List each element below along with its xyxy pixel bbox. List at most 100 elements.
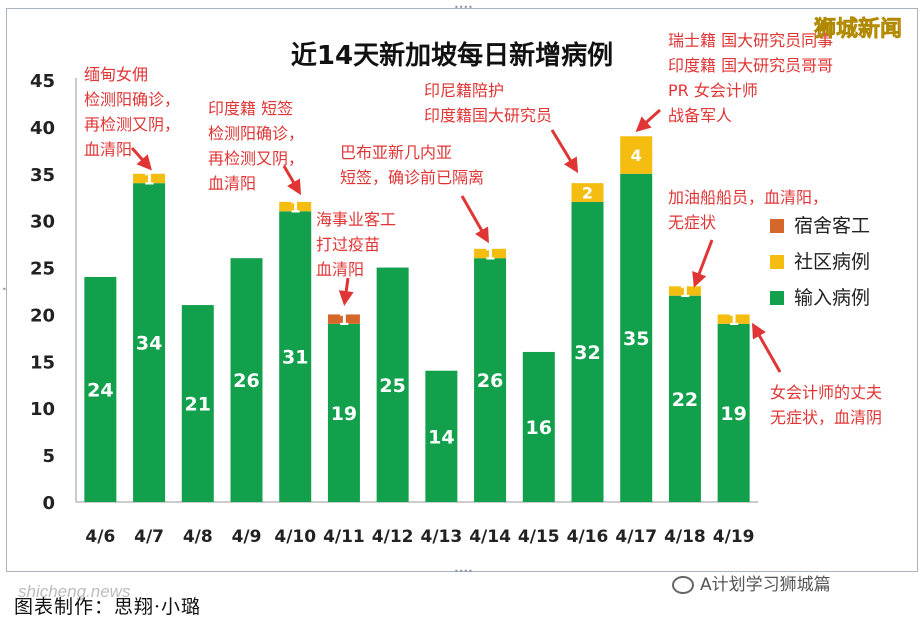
bar-segment bbox=[668, 286, 701, 296]
annotation-text: 血清阳 bbox=[84, 140, 132, 159]
bar-segment bbox=[133, 183, 166, 502]
bar-data-label: 32 bbox=[574, 342, 600, 364]
annotation-text: 再检测又阴， bbox=[84, 115, 180, 134]
bar-data-label: 16 bbox=[526, 417, 552, 439]
annotation-text: 战备军人 bbox=[668, 106, 732, 125]
annotation-text: 检测阳确诊， bbox=[208, 124, 304, 143]
bar-segment bbox=[474, 248, 507, 259]
bar-segment bbox=[230, 258, 263, 502]
y-tick-label: 0 bbox=[42, 493, 55, 514]
legend-label: 社区病例 bbox=[794, 251, 870, 273]
x-tick-label: 4/8 bbox=[183, 527, 213, 547]
annotation-text: 再检测又阴， bbox=[208, 149, 304, 168]
annotation-text: 缅甸女佣 bbox=[84, 65, 148, 84]
resize-handle-top[interactable]: •••• bbox=[454, 3, 473, 12]
annotation-text: 巴布亚新几内亚 bbox=[340, 143, 452, 162]
y-tick-label: 30 bbox=[30, 212, 55, 233]
annotation-text: 打过疫苗 bbox=[316, 235, 380, 254]
annotation-text: 女会计师的丈夫 bbox=[770, 383, 882, 402]
y-tick-label: 15 bbox=[30, 352, 55, 373]
y-tick-label: 45 bbox=[30, 71, 55, 92]
bar-data-label: 1 bbox=[728, 310, 739, 329]
legend-swatch bbox=[770, 291, 784, 305]
bar-data-label: 14 bbox=[428, 426, 454, 448]
bar-segment bbox=[571, 183, 604, 202]
bar-segment bbox=[279, 211, 312, 503]
x-tick-label: 4/16 bbox=[567, 527, 609, 547]
x-tick-label: 4/18 bbox=[664, 527, 706, 547]
legend-swatch bbox=[770, 255, 784, 269]
annotation-text: 血清阳 bbox=[316, 260, 364, 279]
annotation-arrow bbox=[752, 322, 782, 373]
resize-handle-left[interactable]: • bbox=[2, 285, 7, 294]
annotation-arrow bbox=[338, 277, 354, 306]
annotation-text: PR 女会计师 bbox=[668, 81, 758, 100]
bar-segment bbox=[522, 351, 555, 502]
annotation-text: 无症状 bbox=[668, 213, 716, 232]
bar-segment bbox=[327, 314, 360, 324]
annotation-text: 血清阳 bbox=[208, 174, 256, 193]
y-tick-label: 20 bbox=[30, 305, 55, 326]
annotation-text: 瑞士籍 国大研究员同事 bbox=[668, 31, 833, 50]
chart-frame bbox=[6, 8, 918, 572]
annotation-text: 短签，确诊前已隔离 bbox=[340, 168, 484, 187]
bar-segment bbox=[717, 314, 750, 324]
wechat-icon bbox=[672, 576, 694, 594]
bar-segment bbox=[84, 276, 117, 502]
bar-data-label: 1 bbox=[485, 244, 496, 263]
annotation-text: 印尼籍陪护 bbox=[424, 81, 504, 100]
bar-segment bbox=[571, 201, 604, 502]
annotation-arrow bbox=[130, 147, 152, 171]
watermark: shicheng.news bbox=[18, 582, 131, 601]
annotation-text: 无症状，血清阴 bbox=[770, 408, 882, 427]
x-tick-label: 4/10 bbox=[274, 527, 316, 547]
brand-logo-text: 狮城新闻 bbox=[814, 16, 902, 42]
annotation-text: 加油船船员，血清阳， bbox=[668, 188, 828, 207]
bar-data-label: 25 bbox=[379, 375, 405, 397]
annotation-arrow bbox=[692, 239, 714, 288]
x-tick-label: 4/7 bbox=[134, 527, 164, 547]
x-tick-label: 4/12 bbox=[372, 527, 414, 547]
y-tick-label: 10 bbox=[30, 399, 55, 420]
bar-data-label: 35 bbox=[623, 328, 649, 350]
bar-data-label: 19 bbox=[331, 403, 357, 425]
chart-credit: 图表制作：思翔·小璐 bbox=[14, 596, 202, 618]
annotation-text: 海事业客工 bbox=[316, 210, 396, 229]
annotation-arrow bbox=[635, 108, 662, 133]
x-tick-label: 4/13 bbox=[421, 527, 463, 547]
x-tick-label: 4/14 bbox=[469, 527, 511, 547]
x-tick-label: 4/17 bbox=[615, 527, 657, 547]
bar-data-label: 1 bbox=[290, 198, 301, 217]
bar-data-label: 19 bbox=[720, 403, 746, 425]
bar-segment bbox=[717, 323, 750, 502]
bar-segment bbox=[425, 370, 458, 502]
chart-title: 近14天新加坡每日新增病例 bbox=[291, 40, 613, 71]
bar-data-label: 26 bbox=[477, 370, 503, 392]
bar-data-label: 1 bbox=[679, 282, 690, 301]
x-tick-label: 4/11 bbox=[323, 527, 365, 547]
annotation-arrow bbox=[550, 129, 579, 174]
y-tick-label: 35 bbox=[30, 165, 55, 186]
bar-data-label: 2 bbox=[582, 184, 593, 203]
bar-segment bbox=[668, 295, 701, 502]
bar-segment bbox=[620, 173, 653, 502]
annotation-arrow bbox=[282, 165, 302, 196]
annotation-text: 印度籍 国大研究员哥哥 bbox=[668, 56, 833, 75]
bar-data-label: 1 bbox=[338, 310, 349, 329]
y-tick-label: 5 bbox=[42, 446, 55, 467]
bar-data-label: 22 bbox=[672, 389, 698, 411]
resize-handle-bottom[interactable]: •••• bbox=[454, 567, 473, 576]
legend-swatch bbox=[770, 219, 784, 233]
bar-segment bbox=[279, 201, 312, 212]
bar-segment bbox=[327, 323, 360, 502]
annotation-text: 印度籍 短签 bbox=[208, 99, 293, 118]
legend-label: 输入病例 bbox=[794, 287, 870, 309]
legend-label: 宿舍客工 bbox=[794, 215, 870, 237]
bar-data-label: 31 bbox=[282, 347, 308, 369]
y-tick-label: 25 bbox=[30, 259, 55, 280]
bar-data-label: 24 bbox=[87, 379, 113, 401]
wechat-account-name: A计划学习狮城篇 bbox=[700, 575, 831, 595]
x-tick-label: 4/9 bbox=[232, 527, 262, 547]
bar-segment bbox=[181, 305, 214, 502]
